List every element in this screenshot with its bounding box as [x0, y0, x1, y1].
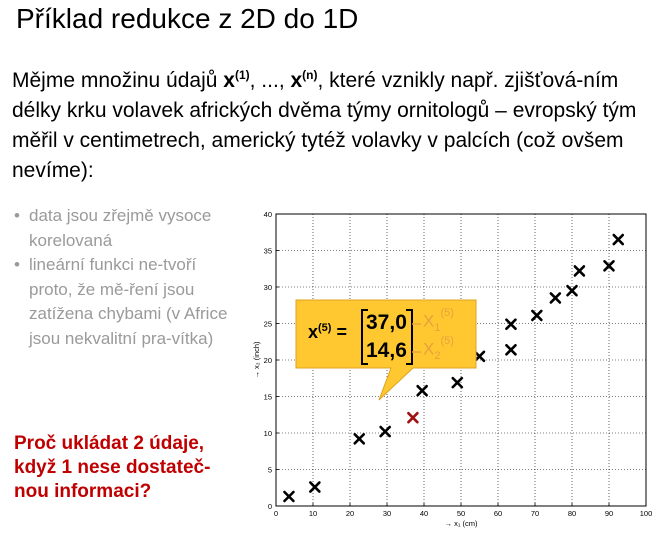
intro-text-1: Mějme množinu údajů — [12, 69, 224, 92]
intro-sup-n: (n) — [302, 68, 318, 82]
intro-text-2: , ..., — [249, 69, 291, 92]
data-point-stroke — [531, 309, 543, 322]
data-point — [416, 384, 428, 397]
data-point-stroke — [603, 260, 615, 272]
intro-vector-x1: x(1) — [223, 69, 249, 92]
x-tick-label: 90 — [605, 509, 613, 518]
data-point-stroke — [283, 490, 295, 503]
callout-lhs-sup: (5) — [318, 322, 332, 334]
x-tick-label: 70 — [531, 509, 539, 518]
data-point — [566, 284, 578, 297]
y-tick-label: 10 — [264, 429, 272, 438]
y-tick-label: 20 — [264, 356, 272, 365]
data-point-stroke — [505, 343, 517, 356]
y-tick-label: 15 — [264, 393, 272, 402]
data-point — [549, 292, 562, 304]
y-axis-label: → x₂ (inch) — [252, 341, 261, 379]
y-tick-label: 35 — [264, 247, 272, 256]
data-point — [612, 233, 625, 246]
x-tick-label: 100 — [640, 509, 653, 518]
chart-grid — [276, 214, 646, 506]
callout-brackets — [361, 309, 421, 365]
chart-ticks: 0 10 20 30 40 50 60 70 80 90 100 0 5 10 15 20 25 30 35 40 — [264, 210, 653, 518]
y-tick-label: 40 — [264, 210, 272, 219]
data-point — [379, 425, 391, 438]
intro-sup-1: (1) — [234, 68, 250, 82]
x-tick-label: 10 — [309, 509, 317, 518]
callout-equals: = — [331, 322, 347, 342]
intro-x-symbol-n: x — [290, 69, 303, 92]
data-point — [451, 376, 464, 389]
callout-label-1: X1 (5) — [423, 307, 454, 335]
bullet-item-errors: lineární funkci ne-tvoří proto, že mě-ře… — [14, 253, 234, 351]
data-point-stroke — [309, 481, 321, 493]
data-point-stroke — [407, 411, 419, 424]
data-point — [309, 481, 321, 493]
data-point — [505, 343, 517, 356]
callout-lhs: x(5) = — [308, 322, 347, 343]
x-tick-label: 20 — [346, 509, 354, 518]
data-point-stroke — [353, 433, 366, 445]
callout-label-1-sup: (5) — [440, 307, 454, 319]
x-tick-label: 40 — [420, 509, 428, 518]
x-tick-label: 50 — [457, 509, 465, 518]
callout-label-1-main: X — [423, 311, 435, 331]
x-tick-label: 80 — [568, 509, 576, 518]
callout-label-2: X2 (5) — [423, 335, 454, 363]
data-point-stroke — [505, 318, 517, 331]
data-point — [353, 433, 366, 445]
bullet-item-correlated: data jsou zřejmě vysoce korelovaná — [14, 204, 234, 253]
callout-label-2-sup: (5) — [440, 335, 454, 347]
callout-lhs-symbol: x — [308, 322, 319, 342]
callout-label-2-main: X — [423, 339, 435, 359]
slide-title: Příklad redukce z 2D do 1D — [16, 3, 359, 34]
intro-x-symbol-1: x — [223, 69, 235, 92]
y-tick-label: 30 — [264, 283, 272, 292]
y-tick-label: 5 — [268, 466, 272, 475]
question-text: Proč ukládat 2 údaje, když 1 nese dostat… — [14, 433, 211, 502]
data-point-stroke — [573, 265, 586, 277]
x-tick-label: 60 — [494, 509, 502, 518]
callout-label-1-sub: 1 — [434, 322, 441, 335]
data-point-stroke — [379, 425, 391, 438]
data-point — [531, 309, 543, 322]
callout-formula: x(5) = 37,0 14,6 X1(5) X2(5) — [306, 306, 476, 370]
data-point-stroke — [566, 284, 578, 297]
data-point-stroke — [549, 292, 562, 304]
data-point — [505, 318, 517, 331]
intro-text-3: , které vznikly např. zjišťová-ním délky… — [12, 69, 637, 182]
callout-value-1: 37,0 — [366, 311, 407, 334]
intro-paragraph: Mějme množinu údajů x(1), ..., x(n), kte… — [12, 66, 660, 186]
y-tick-label: 25 — [264, 320, 272, 329]
data-point — [603, 260, 615, 272]
x-axis-label: → x₁ (cm) — [445, 519, 478, 528]
chart-points — [283, 233, 625, 503]
bullet-list: data jsou zřejmě vysoce korelovaná lineá… — [14, 204, 234, 351]
intro-vector-xn: x(n) — [290, 69, 317, 92]
data-point-highlighted — [407, 411, 419, 424]
data-point-stroke — [451, 376, 464, 389]
data-point — [283, 490, 295, 503]
callout-value-2: 14,6 — [366, 339, 407, 362]
x-tick-label: 0 — [274, 509, 278, 518]
x-tick-label: 30 — [383, 509, 391, 518]
left-bracket — [361, 309, 368, 365]
callout-label-2-sub: 2 — [434, 350, 441, 363]
data-point-stroke — [416, 384, 428, 397]
right-bracket — [406, 309, 413, 365]
data-point — [573, 265, 586, 277]
y-tick-label: 0 — [268, 502, 272, 511]
callout-bubble — [295, 299, 477, 401]
data-point-stroke — [612, 233, 625, 246]
